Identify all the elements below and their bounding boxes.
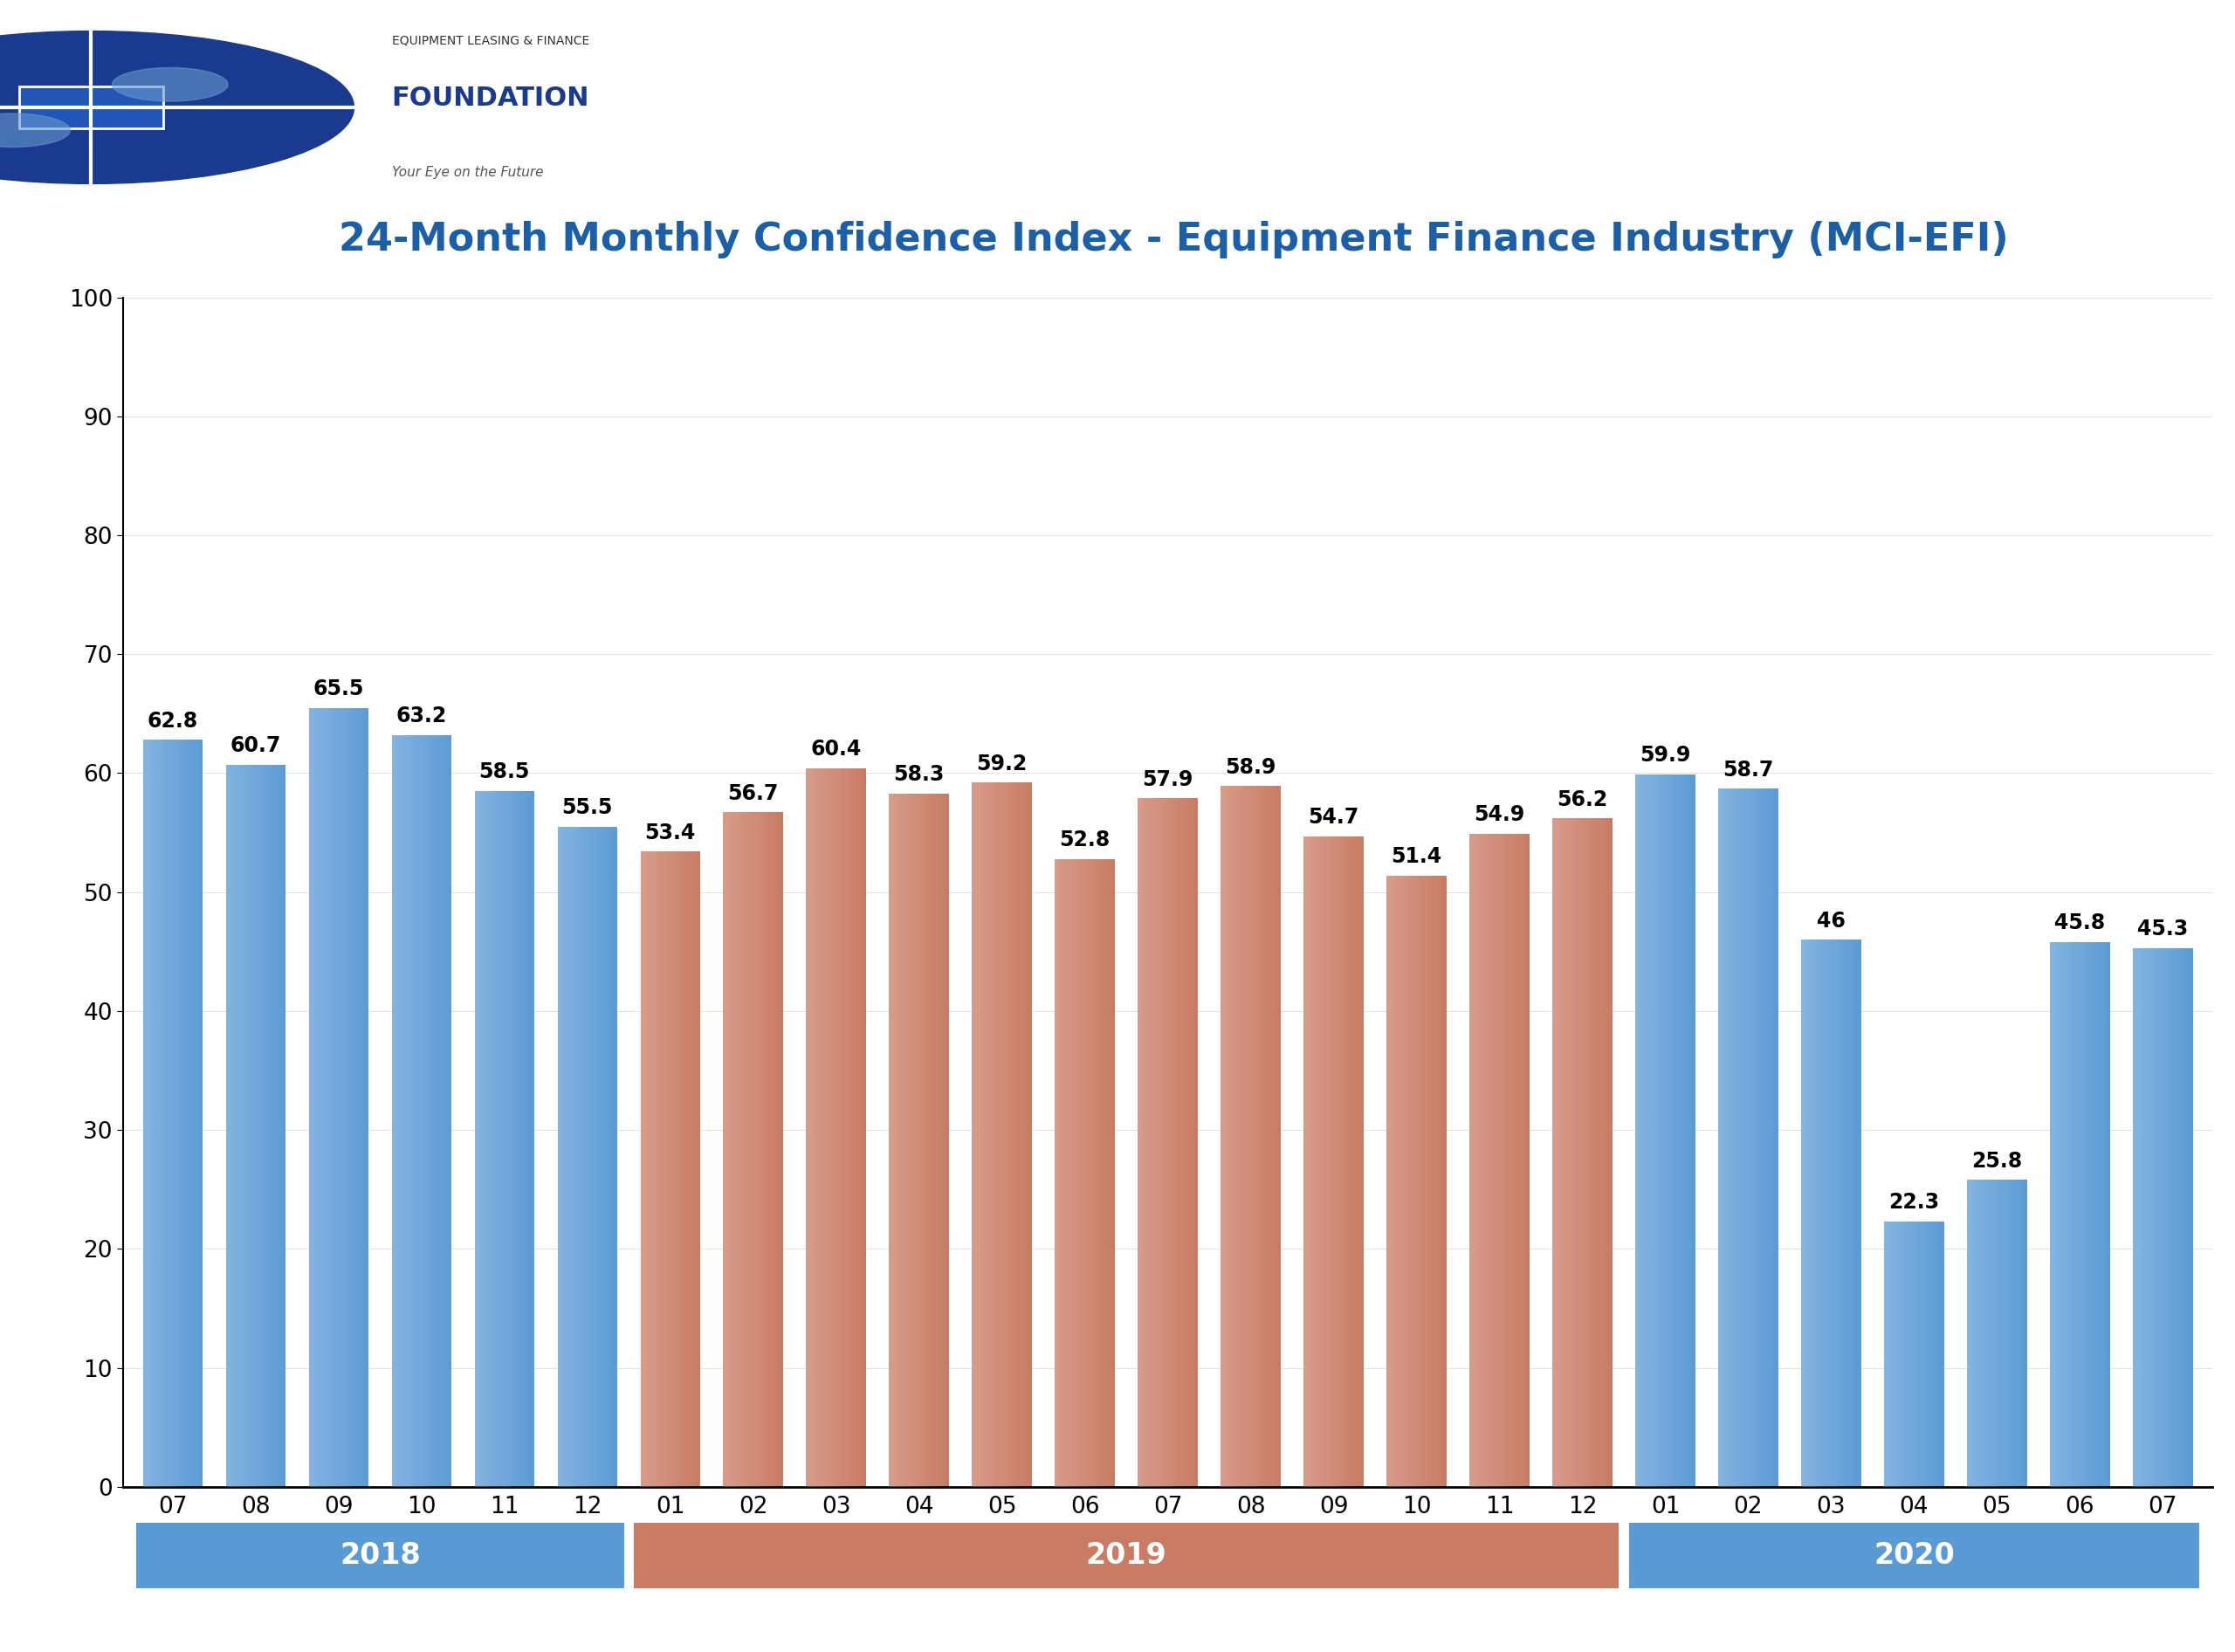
Bar: [1719, 788, 1779, 1487]
Bar: [1055, 859, 1115, 1487]
FancyBboxPatch shape: [136, 1523, 624, 1588]
Text: 65.5: 65.5: [313, 679, 364, 699]
Text: EQUIPMENT LEASING & FINANCE: EQUIPMENT LEASING & FINANCE: [391, 35, 590, 46]
Text: 54.9: 54.9: [1475, 805, 1524, 826]
Bar: [1636, 775, 1694, 1487]
Text: 59.9: 59.9: [1640, 745, 1692, 767]
Text: 45.3: 45.3: [2137, 919, 2188, 940]
Bar: [226, 765, 286, 1487]
Text: 22.3: 22.3: [1889, 1193, 1940, 1213]
Circle shape: [112, 68, 228, 101]
Text: 52.8: 52.8: [1059, 829, 1111, 851]
FancyBboxPatch shape: [18, 86, 163, 129]
Bar: [890, 793, 950, 1487]
Bar: [1967, 1180, 2027, 1487]
Text: 62.8: 62.8: [148, 710, 199, 732]
Text: Your Eye on the Future: Your Eye on the Future: [391, 165, 543, 178]
Bar: [807, 768, 865, 1487]
Text: 60.7: 60.7: [230, 735, 282, 757]
Text: 55.5: 55.5: [561, 798, 612, 818]
Text: 58.3: 58.3: [894, 765, 945, 785]
Bar: [2132, 948, 2193, 1487]
Text: 54.7: 54.7: [1307, 806, 1359, 828]
Text: 2019: 2019: [1086, 1541, 1167, 1569]
Text: 53.4: 53.4: [646, 823, 695, 843]
Circle shape: [0, 114, 69, 147]
Text: 2020: 2020: [1873, 1541, 1956, 1569]
Bar: [1138, 798, 1198, 1487]
Text: 58.7: 58.7: [1723, 760, 1775, 780]
Circle shape: [0, 31, 353, 183]
Text: 25.8: 25.8: [1971, 1151, 2023, 1171]
Bar: [724, 813, 782, 1487]
Text: 60.4: 60.4: [811, 738, 860, 760]
Text: 45.8: 45.8: [2054, 914, 2105, 933]
Text: 51.4: 51.4: [1390, 846, 1442, 867]
Text: 63.2: 63.2: [396, 705, 447, 727]
Text: 56.2: 56.2: [1558, 790, 1607, 809]
Text: 58.5: 58.5: [478, 762, 530, 783]
Bar: [557, 826, 617, 1487]
Bar: [1471, 834, 1529, 1487]
Bar: [2049, 942, 2110, 1487]
Bar: [641, 852, 700, 1487]
Text: 59.2: 59.2: [977, 753, 1028, 775]
Text: 58.9: 58.9: [1225, 757, 1276, 778]
Bar: [1884, 1221, 1944, 1487]
Text: 57.9: 57.9: [1142, 768, 1193, 790]
Bar: [1553, 818, 1611, 1487]
Bar: [1220, 786, 1281, 1487]
Bar: [1386, 876, 1446, 1487]
FancyBboxPatch shape: [635, 1523, 1618, 1588]
Bar: [143, 740, 203, 1487]
Text: 24-Month Monthly Confidence Index - Equipment Finance Industry (MCI-EFI): 24-Month Monthly Confidence Index - Equi…: [337, 221, 2009, 258]
Text: FOUNDATION: FOUNDATION: [391, 86, 590, 111]
Bar: [474, 791, 534, 1487]
Text: 46: 46: [1817, 910, 1846, 932]
Bar: [1303, 836, 1363, 1487]
Text: 56.7: 56.7: [729, 783, 778, 805]
FancyBboxPatch shape: [1629, 1523, 2199, 1588]
Bar: [308, 707, 369, 1487]
Bar: [972, 783, 1033, 1487]
Bar: [391, 735, 451, 1487]
Bar: [1801, 940, 1862, 1487]
Text: 2018: 2018: [340, 1541, 420, 1569]
